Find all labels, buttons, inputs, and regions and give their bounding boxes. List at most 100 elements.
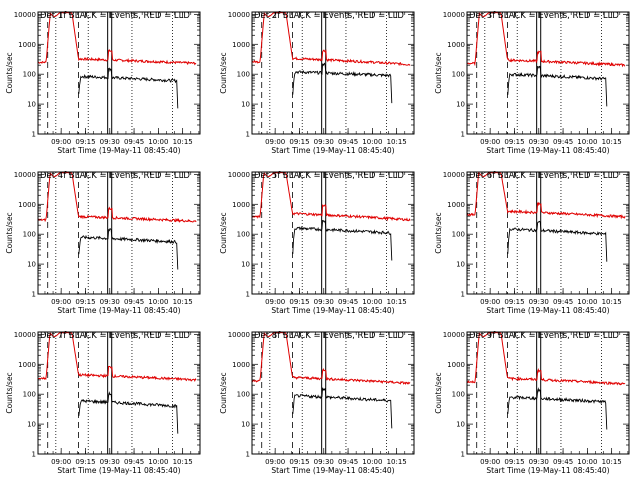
x-tick-label: 09:15 [289,298,309,306]
detector-panel-5: 1 10 100 1000 10000 09:00 09:15 09:30 09:45 10:00… [219,171,415,315]
x-tick-label: 09:45 [338,298,358,306]
y-tick-label: 100 [452,71,465,79]
lld-series-line [467,12,626,68]
y-tick-label: 1 [461,131,465,139]
x-tick-label: 09:00 [480,138,500,146]
y-tick-label: 1000 [447,361,465,369]
y-tick-label: 1000 [18,361,36,369]
y-axis-label: Counts/sec [434,212,443,253]
x-tick-label: 09:00 [51,458,71,466]
x-tick-label: 10:00 [362,138,382,146]
y-tick-label: 1000 [18,201,36,209]
x-tick-label: 09:15 [289,138,309,146]
x-tick-label: 10:00 [148,298,168,306]
y-tick-label: 10 [27,421,36,429]
y-axis-label: Counts/sec [219,372,228,413]
x-tick-label: 10:15 [602,458,622,466]
x-tick-label: 09:30 [314,458,334,466]
x-tick-label: 09:30 [314,138,334,146]
y-tick-label: 1000 [232,201,250,209]
y-axis-label: Counts/sec [5,52,14,93]
x-tick-label: 09:00 [480,298,500,306]
x-tick-label: 09:30 [100,138,120,146]
y-tick-label: 1000 [232,41,250,49]
panel-title: Det 3f BLACK = Events, RED = LLD [469,11,619,21]
plot-frame [37,331,201,455]
x-tick-label: 09:45 [553,458,573,466]
x-tick-label: 09:15 [75,138,95,146]
y-tick-label: 10000 [228,171,250,179]
x-axis-label: Start Time (19-May-11 08:45:40) [57,306,180,315]
y-tick-label: 10000 [14,331,36,339]
y-tick-label: 10000 [228,11,250,19]
y-tick-label: 100 [237,71,250,79]
x-tick-label: 09:30 [529,458,549,466]
x-axis-label: Start Time (19-May-11 08:45:40) [271,466,394,475]
panel-title: Det 7f BLACK = Events, RED = LLD [40,331,190,341]
x-tick-label: 10:00 [148,458,168,466]
y-tick-label: 10 [241,421,250,429]
x-tick-label: 10:15 [387,138,407,146]
x-tick-label: 09:45 [124,138,144,146]
y-tick-label: 1 [32,291,36,299]
y-tick-label: 100 [23,231,36,239]
panel-title: Det 9f BLACK = Events, RED = LLD [469,331,619,341]
x-tick-label: 09:15 [75,458,95,466]
y-tick-label: 1000 [447,41,465,49]
y-tick-label: 100 [23,71,36,79]
x-tick-label: 10:15 [387,298,407,306]
x-tick-label: 09:45 [338,138,358,146]
y-tick-label: 10000 [443,331,465,339]
detector-panel-9: 1 10 100 1000 10000 09:00 09:15 09:30 09:45 10:00… [434,331,630,475]
x-tick-label: 09:45 [124,458,144,466]
y-tick-label: 1 [32,131,36,139]
panel-title: Det 4f BLACK = Events, RED = LLD [40,171,190,181]
x-tick-label: 10:15 [173,458,193,466]
y-tick-label: 1 [32,451,36,459]
x-tick-label: 10:00 [148,138,168,146]
events-series-line [78,228,179,270]
x-tick-label: 10:15 [602,138,622,146]
y-axis-label: Counts/sec [219,52,228,93]
events-series-line [292,219,393,261]
y-tick-label: 100 [237,231,250,239]
x-tick-label: 10:00 [577,138,597,146]
panel-title: Det 5f BLACK = Events, RED = LLD [254,171,404,181]
x-tick-label: 10:00 [362,458,382,466]
x-axis-label: Start Time (19-May-11 08:45:40) [486,466,609,475]
plot-frame [466,331,630,455]
x-tick-label: 09:00 [51,138,71,146]
y-tick-label: 10000 [14,11,36,19]
lld-series-line [252,12,411,67]
x-axis-label: Start Time (19-May-11 08:45:40) [486,146,609,155]
x-tick-label: 10:00 [577,458,597,466]
x-tick-label: 10:00 [577,298,597,306]
panel-title: Det 1f BLACK = Events, RED = LLD [40,11,190,21]
x-tick-label: 09:15 [504,458,524,466]
y-tick-label: 1000 [232,361,250,369]
y-axis-label: Counts/sec [434,372,443,413]
plot-frame [251,171,415,295]
panel-title: Det 6f BLACK = Events, RED = LLD [469,171,619,181]
y-tick-label: 1 [246,451,250,459]
y-tick-label: 1 [246,131,250,139]
x-axis-label: Start Time (19-May-11 08:45:40) [57,466,180,475]
events-series-line [507,387,608,430]
plot-frame [466,11,630,135]
plot-frame [37,11,201,135]
lld-series-line [467,332,626,386]
x-tick-label: 09:15 [75,298,95,306]
x-tick-label: 10:15 [173,138,193,146]
events-series-line [292,387,393,429]
y-axis-label: Counts/sec [5,372,14,413]
x-tick-label: 09:00 [265,138,285,146]
detector-panel-8: 1 10 100 1000 10000 09:00 09:15 09:30 09:45 10:00… [219,331,415,475]
y-tick-label: 10000 [443,171,465,179]
events-series-line [507,220,608,262]
x-tick-label: 09:15 [504,298,524,306]
y-tick-label: 1 [246,291,250,299]
y-tick-label: 10 [27,101,36,109]
y-axis-label: Counts/sec [219,212,228,253]
x-tick-label: 09:45 [338,458,358,466]
x-tick-label: 09:00 [265,458,285,466]
